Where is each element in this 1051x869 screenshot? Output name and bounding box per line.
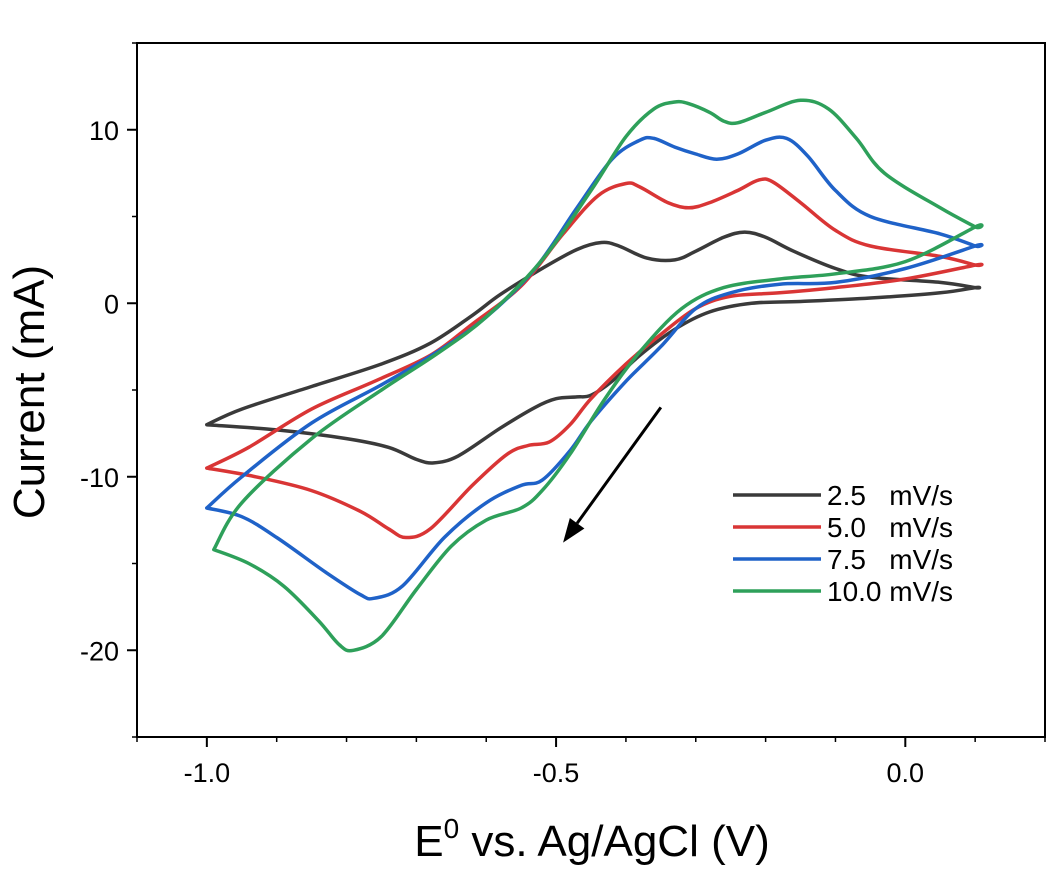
plot-layer — [205, 98, 984, 653]
series-line-3 — [212, 98, 984, 653]
y-tick-label-1: 0 — [104, 289, 119, 319]
legend: 2.5 mV/s5.0 mV/s7.5 mV/s10.0 mV/s — [733, 480, 953, 607]
x-tick-label-2: 0.0 — [887, 758, 925, 788]
x-tick-label-1: -0.5 — [533, 758, 580, 788]
scan-arrow-head — [563, 517, 585, 543]
y-tick-label-3: -20 — [80, 636, 119, 666]
scan-arrow-shaft — [575, 406, 663, 525]
y-tick-label-2: -10 — [80, 463, 119, 493]
legend-label-1: 5.0 mV/s — [827, 512, 953, 543]
legend-label-2: 7.5 mV/s — [827, 544, 953, 575]
x-axis-title-rest: vs. Ag/AgCl (V) — [459, 817, 770, 866]
legend-label-3: 10.0 mV/s — [827, 576, 953, 607]
x-tick-label-0: -1.0 — [184, 758, 231, 788]
y-tick-label-0: 10 — [89, 116, 119, 146]
series-line-0 — [205, 230, 982, 465]
x-axis-title-superscript: 0 — [444, 813, 460, 844]
legend-label-0: 2.5 mV/s — [827, 480, 953, 511]
axis-layer: -1.0 -0.5 0.0 10 0 -10 -20 — [80, 42, 1046, 788]
x-axis-title-base: E — [414, 817, 443, 866]
y-axis-title: Current (mA) — [5, 265, 54, 519]
x-axis-title: E0 vs. Ag/AgCl (V) — [414, 813, 769, 866]
